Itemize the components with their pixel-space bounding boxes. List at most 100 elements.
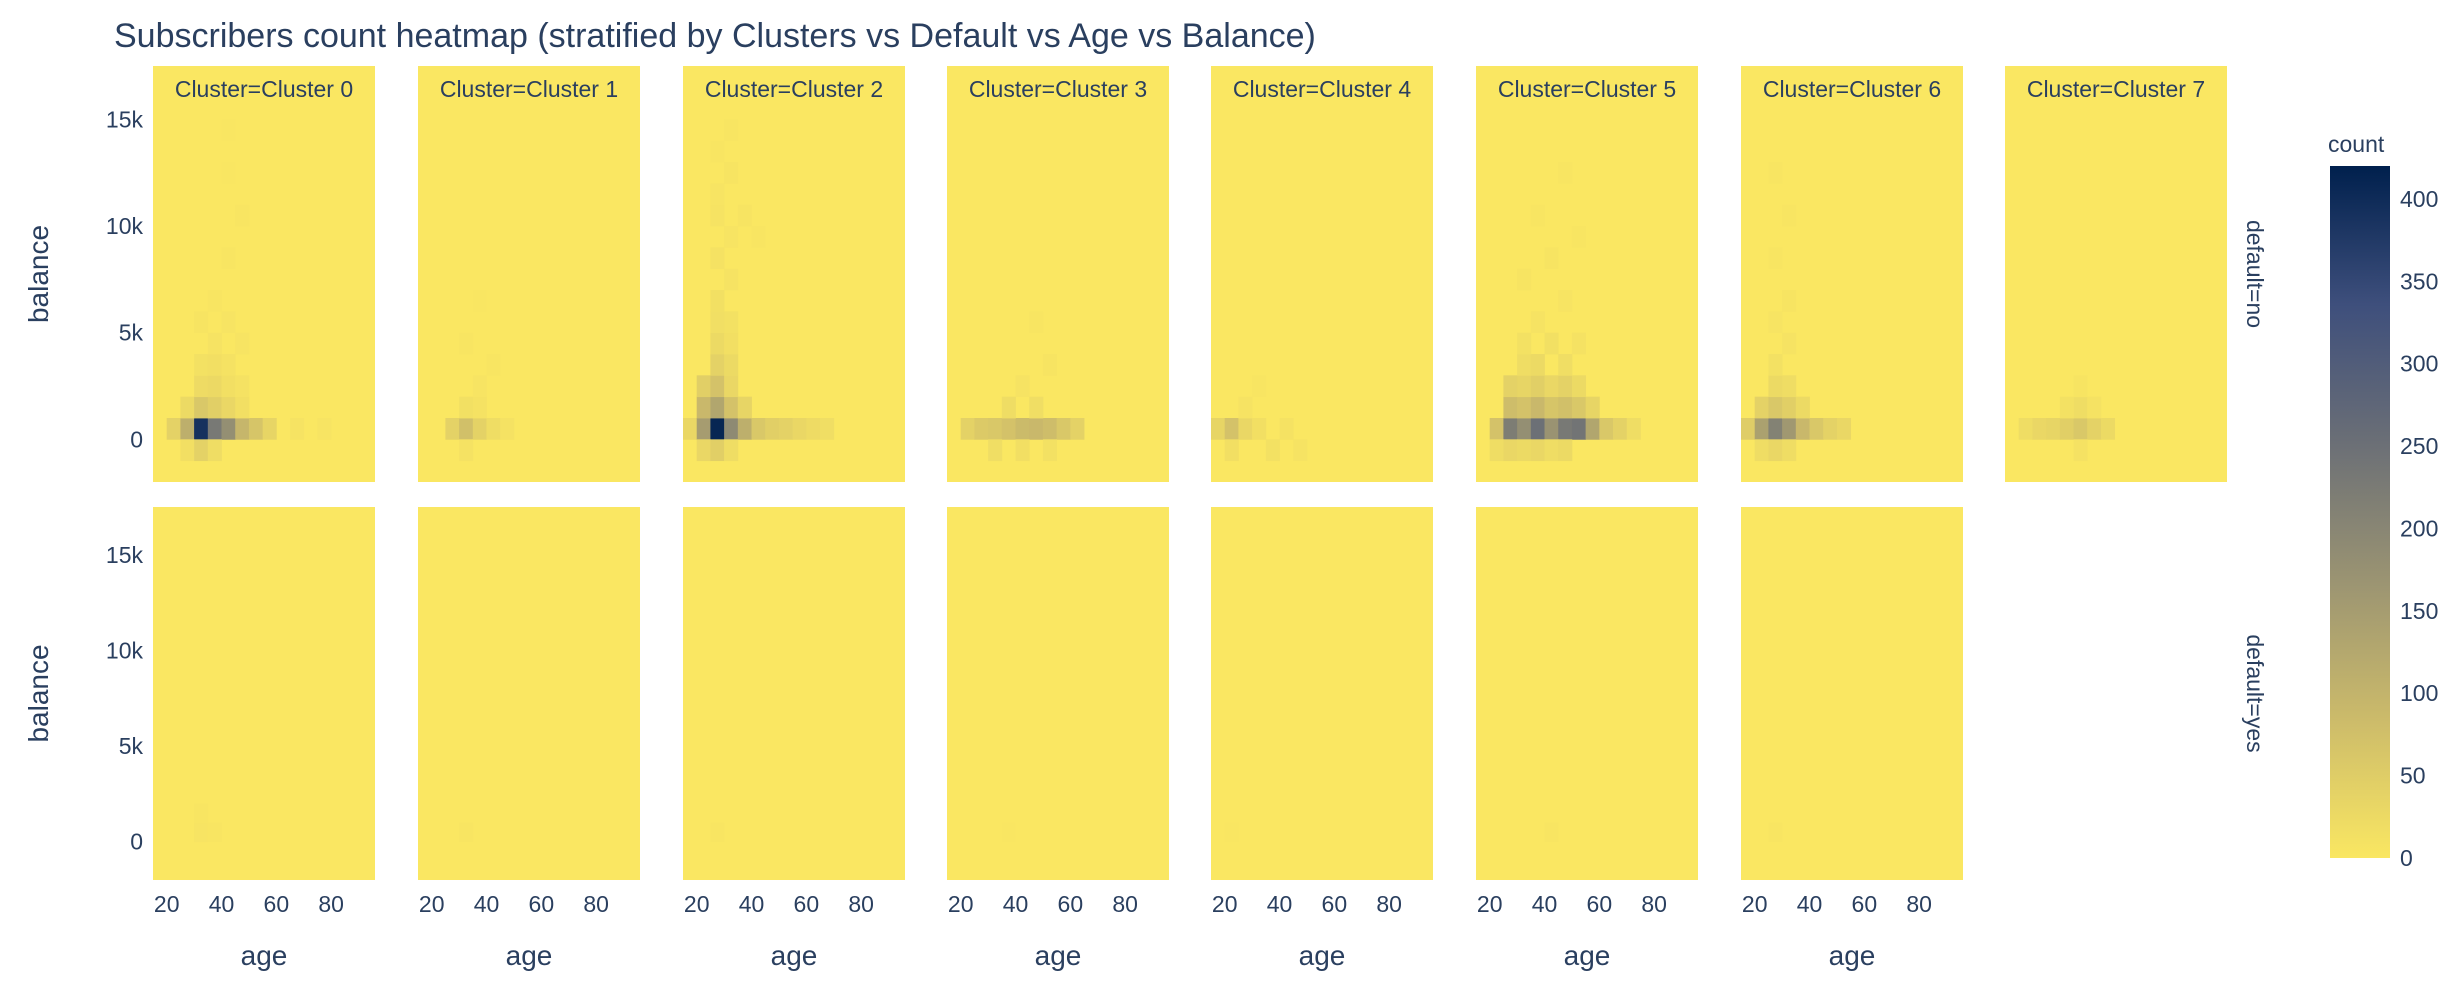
heatmap-cell bbox=[1544, 247, 1559, 270]
heatmap-cell bbox=[1489, 439, 1504, 462]
heatmap-panel bbox=[1211, 66, 1433, 482]
colorbar-tick-label: 250 bbox=[2400, 433, 2438, 459]
heatmap-cell bbox=[988, 418, 1003, 440]
heatmap-panel bbox=[947, 507, 1169, 880]
heatmap-cell bbox=[235, 332, 250, 355]
heatmap-cell bbox=[1070, 418, 1085, 440]
heatmap-cell bbox=[737, 204, 752, 227]
heatmap-cell bbox=[1503, 418, 1518, 440]
heatmap-cell bbox=[2073, 439, 2088, 462]
heatmap-cell bbox=[1252, 418, 1267, 440]
heatmap-cell bbox=[1517, 439, 1532, 462]
heatmap-cell bbox=[194, 439, 209, 462]
heatmap-cell bbox=[235, 204, 250, 227]
heatmap-cell bbox=[696, 439, 711, 462]
facet-title: Cluster=Cluster 0 bbox=[175, 76, 353, 102]
heatmap-panel bbox=[947, 66, 1169, 482]
panel-background bbox=[947, 66, 1169, 482]
heatmap-cell bbox=[710, 822, 725, 843]
heatmap-cell bbox=[1768, 162, 1783, 184]
heatmap-cell bbox=[1056, 418, 1071, 440]
heatmap-cell bbox=[221, 247, 236, 270]
heatmap-cell bbox=[262, 418, 277, 440]
heatmap-cell bbox=[724, 418, 739, 440]
heatmap-cell bbox=[2100, 418, 2116, 440]
heatmap-cell bbox=[724, 396, 739, 419]
heatmap-cell bbox=[1795, 418, 1810, 440]
heatmap-cell bbox=[1042, 354, 1058, 376]
x-axis-title: age bbox=[241, 940, 288, 971]
heatmap-cell bbox=[2046, 418, 2061, 440]
heatmap-cell bbox=[486, 354, 501, 376]
heatmap-cell bbox=[1754, 396, 1769, 419]
heatmap-cell bbox=[2018, 418, 2033, 440]
heatmap-cell bbox=[751, 226, 766, 248]
heatmap-cell bbox=[1517, 396, 1532, 419]
heatmap-cell bbox=[1768, 354, 1783, 376]
heatmap-panel bbox=[1741, 507, 1963, 880]
heatmap-cell bbox=[710, 311, 725, 334]
x-tick-label: 40 bbox=[209, 891, 235, 917]
heatmap-cell bbox=[1782, 439, 1797, 462]
x-axis-title: age bbox=[1564, 940, 1611, 971]
heatmap-cell bbox=[221, 418, 236, 440]
heatmap-cell bbox=[207, 439, 222, 462]
heatmap-cell bbox=[235, 418, 250, 440]
heatmap-cell bbox=[751, 418, 766, 440]
heatmap-cell bbox=[1809, 418, 1824, 440]
x-axis-title: age bbox=[771, 940, 818, 971]
heatmap-cell bbox=[1599, 418, 1614, 440]
y-tick-label: 15k bbox=[106, 106, 144, 132]
heatmap-cell bbox=[1001, 396, 1016, 419]
x-tick-label: 20 bbox=[419, 891, 445, 917]
heatmap-cell bbox=[486, 418, 501, 440]
y-tick-label: 0 bbox=[130, 829, 143, 855]
heatmap-cell bbox=[194, 822, 209, 843]
facet-title: Cluster=Cluster 6 bbox=[1763, 76, 1941, 102]
heatmap-cell bbox=[1571, 226, 1587, 248]
heatmap-cell bbox=[194, 375, 209, 398]
heatmap-cell bbox=[459, 822, 474, 843]
heatmap-panel bbox=[153, 507, 375, 880]
x-tick-label: 80 bbox=[848, 891, 874, 917]
heatmap-cell bbox=[1224, 822, 1239, 843]
x-axis-title: age bbox=[1829, 940, 1876, 971]
heatmap-cell bbox=[1517, 354, 1532, 376]
x-tick-label: 80 bbox=[1641, 891, 1667, 917]
colorbar-tick-label: 300 bbox=[2400, 351, 2438, 377]
heatmap-cell bbox=[248, 418, 264, 440]
y-axis-title: balance bbox=[23, 225, 54, 323]
heatmap-cell bbox=[1782, 396, 1797, 419]
heatmap-cell bbox=[207, 332, 222, 355]
heatmap-cell bbox=[1517, 418, 1532, 440]
heatmap-cell bbox=[960, 418, 975, 440]
heatmap-cell bbox=[710, 183, 725, 206]
x-tick-label: 60 bbox=[264, 891, 290, 917]
panel-background bbox=[2005, 66, 2227, 482]
heatmap-cell bbox=[1558, 290, 1573, 312]
y-tick-label: 5k bbox=[119, 320, 144, 346]
x-tick-label: 40 bbox=[1797, 891, 1823, 917]
heatmap-cell bbox=[194, 396, 209, 419]
heatmap-cell bbox=[806, 418, 821, 440]
heatmap-cell bbox=[317, 418, 332, 440]
heatmap-cell bbox=[1001, 418, 1016, 440]
panel-background bbox=[683, 507, 905, 880]
y-tick-label: 0 bbox=[130, 426, 143, 452]
heatmap-cell bbox=[207, 354, 222, 376]
heatmap-cell bbox=[235, 396, 250, 419]
heatmap-cell bbox=[696, 396, 711, 419]
heatmap-cell bbox=[710, 396, 725, 419]
heatmap-cell bbox=[1029, 396, 1044, 419]
heatmap-cell bbox=[221, 396, 236, 419]
heatmap-cell bbox=[1224, 439, 1239, 462]
heatmap-cell bbox=[988, 439, 1003, 462]
heatmap-cell bbox=[1211, 418, 1226, 440]
heatmap-cell bbox=[1768, 439, 1783, 462]
heatmap-cell bbox=[1613, 418, 1628, 440]
colorbar-tick-label: 400 bbox=[2400, 186, 2438, 212]
heatmap-cell bbox=[2073, 375, 2088, 398]
facet-panels bbox=[153, 66, 2227, 880]
heatmap-cell bbox=[1530, 311, 1545, 334]
heatmap-panel bbox=[418, 66, 640, 482]
